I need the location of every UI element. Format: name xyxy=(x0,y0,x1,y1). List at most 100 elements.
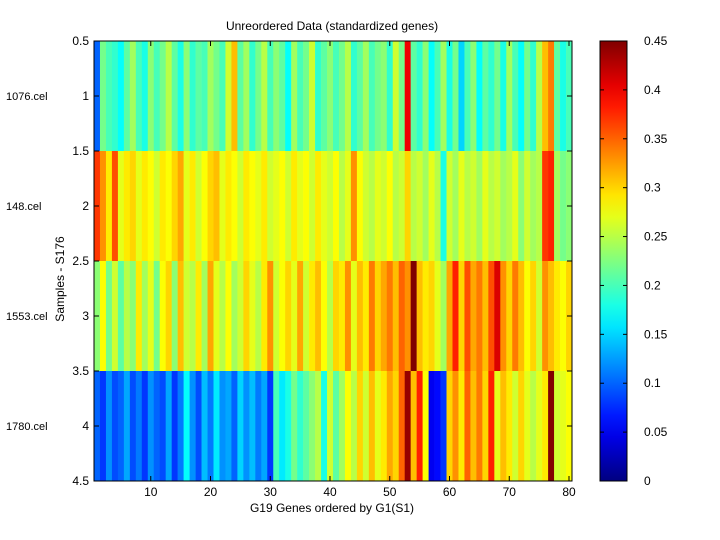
heatmap-cell xyxy=(404,41,411,152)
heatmap-cell xyxy=(470,151,477,262)
heatmap-cell xyxy=(536,371,543,482)
heatmap-cell xyxy=(117,371,125,482)
heatmap-cell xyxy=(255,151,262,262)
heatmap-cell xyxy=(458,371,465,482)
heatmap-cell xyxy=(207,151,214,262)
heatmap-cell xyxy=(177,151,184,262)
x-tick-label: 30 xyxy=(264,485,278,499)
heatmap-cell xyxy=(452,261,459,372)
heatmap-cell xyxy=(440,151,447,262)
heatmap-cell xyxy=(518,151,525,262)
heatmap-cell xyxy=(506,151,513,262)
colorbar-tick-label: 0.4 xyxy=(644,83,661,97)
heatmap-cell xyxy=(147,371,155,482)
heatmap-cell xyxy=(99,151,107,262)
heatmap-cell xyxy=(458,41,465,152)
heatmap-cell xyxy=(333,371,340,482)
heatmap-cell xyxy=(458,261,465,372)
heatmap-cell xyxy=(392,151,400,262)
colorbar-tick-label: 0.25 xyxy=(644,230,668,244)
heatmap-cell xyxy=(273,261,280,372)
heatmap-cell xyxy=(416,371,423,482)
heatmap-cell xyxy=(488,371,495,482)
heatmap-cell xyxy=(111,371,119,482)
heatmap-cell xyxy=(368,151,376,262)
heatmap-cell xyxy=(494,371,501,482)
heatmap-cell xyxy=(548,41,555,152)
heatmap-cell xyxy=(356,151,364,262)
heatmap-cell xyxy=(141,41,149,152)
heatmap-cell xyxy=(560,41,567,152)
heatmap-cell xyxy=(524,151,531,262)
heatmap-cell xyxy=(279,261,286,372)
heatmap-cell xyxy=(374,371,382,482)
heatmap-cell xyxy=(153,151,161,262)
heatmap-cell xyxy=(482,371,489,482)
heatmap-cell xyxy=(374,151,382,262)
y-tick-label: 2.5 xyxy=(72,254,89,268)
heatmap-cell xyxy=(560,261,567,372)
heatmap-cell xyxy=(159,41,166,152)
heatmap-cell xyxy=(147,261,155,372)
heatmap-cell xyxy=(362,151,370,262)
heatmap-cell xyxy=(303,371,310,482)
heatmap-cell xyxy=(285,371,292,482)
heatmap-cell xyxy=(189,261,196,372)
heatmap-cell xyxy=(273,371,280,482)
heatmap-cell xyxy=(267,261,274,372)
heatmap-cell xyxy=(422,151,429,262)
heatmap-cell xyxy=(321,261,328,372)
heatmap-cell xyxy=(195,41,202,152)
heatmap-cell xyxy=(542,41,549,152)
heatmap-cell xyxy=(434,41,441,152)
heatmap-cell xyxy=(362,41,370,152)
heatmap-cell xyxy=(536,151,543,262)
heatmap-cell xyxy=(362,371,370,482)
heatmap-cell xyxy=(285,261,292,372)
row-label: 1780.cel xyxy=(6,421,48,433)
heatmap-cell xyxy=(261,371,268,482)
heatmap-cell xyxy=(147,41,155,152)
heatmap-cell xyxy=(153,261,161,372)
heatmap-cell xyxy=(452,151,459,262)
heatmap-cell xyxy=(159,261,166,372)
heatmap-cell xyxy=(410,41,417,152)
heatmap-cell xyxy=(135,41,143,152)
heatmap-cell xyxy=(267,151,274,262)
y-tick-label: 1 xyxy=(82,89,89,103)
heatmap-cell xyxy=(123,151,131,262)
heatmap-cell xyxy=(338,41,346,152)
heatmap-cell xyxy=(291,41,298,152)
y-tick-label: 4 xyxy=(82,419,89,433)
heatmap-cell xyxy=(183,41,190,152)
colorbar-tick-label: 0.3 xyxy=(644,181,661,195)
heatmap-cell xyxy=(279,151,286,262)
heatmap-cell xyxy=(117,41,125,152)
heatmap-cell xyxy=(416,261,423,372)
heatmap-cell xyxy=(494,41,501,152)
heatmap-cell xyxy=(279,41,286,152)
heatmap-cell xyxy=(165,151,172,262)
heatmap-cell xyxy=(350,371,358,482)
heatmap-cell xyxy=(207,261,214,372)
heatmap-cell xyxy=(315,41,322,152)
heatmap-cell xyxy=(225,41,232,152)
heatmap-cell xyxy=(470,371,477,482)
heatmap-cell xyxy=(494,151,501,262)
heatmap-cell xyxy=(303,261,310,372)
heatmap-cell xyxy=(380,261,388,372)
heatmap-cell xyxy=(105,151,113,262)
heatmap-cell xyxy=(123,371,131,482)
y-tick-label: 2 xyxy=(82,199,89,213)
heatmap-cell xyxy=(410,371,417,482)
heatmap-cell xyxy=(225,151,232,262)
heatmap-cell xyxy=(548,151,555,262)
heatmap-cell xyxy=(422,261,429,372)
heatmap-cell xyxy=(291,261,298,372)
heatmap-cell xyxy=(386,151,394,262)
heatmap-cell xyxy=(309,41,316,152)
heatmap-cell xyxy=(285,151,292,262)
x-tick-label: 20 xyxy=(204,485,218,499)
heatmap-cell xyxy=(183,151,190,262)
heatmap-cell xyxy=(398,261,405,372)
